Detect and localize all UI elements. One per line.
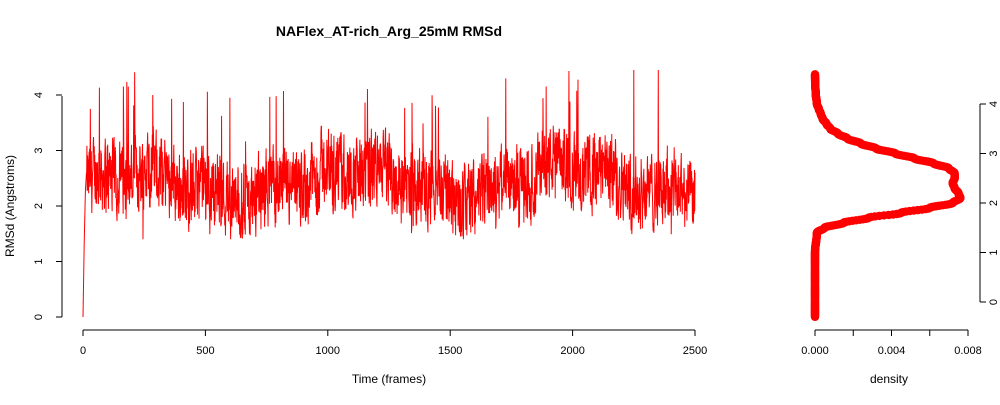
y-tick-label: 3: [33, 147, 45, 153]
density-y-tick-label: 4: [988, 101, 1000, 107]
x-tick-label: 0: [80, 345, 86, 357]
density-x-axis-label: density: [870, 372, 908, 386]
x-tick-label: 1000: [316, 345, 340, 357]
density-y-ticks: 0 1 2 3 4: [980, 101, 1000, 305]
density-y-tick-label: 2: [988, 200, 1000, 206]
y-ticks: 0 1 2 3 4: [33, 92, 62, 320]
x-tick-label: 2500: [683, 345, 707, 357]
y-axis-label: RMSd (Angstroms): [3, 155, 17, 257]
density-y-tick-label: 1: [988, 249, 1000, 255]
y-tick-label: 1: [33, 258, 45, 264]
density-x-tick-label: 0.000: [801, 345, 829, 357]
y-tick-label: 2: [33, 203, 45, 209]
x-axis-label: Time (frames): [352, 372, 426, 386]
rmsd-time-panel: 0 500 1000 1500 2000 2500 0 1 2 3 4 Time (frames)…: [3, 70, 707, 386]
x-tick-label: 500: [196, 345, 214, 357]
density-y-tick-label: 0: [988, 299, 1000, 305]
x-ticks: 0 500 1000 1500 2000 2500: [80, 330, 707, 357]
density-x-tick-label: 0.008: [954, 345, 982, 357]
x-tick-label: 1500: [438, 345, 462, 357]
y-tick-label: 4: [33, 92, 45, 98]
density-y-tick-label: 3: [988, 150, 1000, 156]
chart-title: NAFlex_AT-rich_Arg_25mM RMSd: [276, 23, 502, 39]
y-tick-label: 0: [33, 314, 45, 320]
density-series: [810, 70, 965, 322]
x-tick-label: 2000: [560, 345, 584, 357]
density-x-tick-label: 0.004: [878, 345, 906, 357]
density-x-ticks: 0.000 0.004 0.008: [801, 330, 982, 357]
density-point: [810, 70, 820, 79]
density-panel: 0.000 0.004 0.008 0 1 2 3 4 density: [801, 70, 1000, 386]
rmsd-series-line: [82, 70, 696, 318]
